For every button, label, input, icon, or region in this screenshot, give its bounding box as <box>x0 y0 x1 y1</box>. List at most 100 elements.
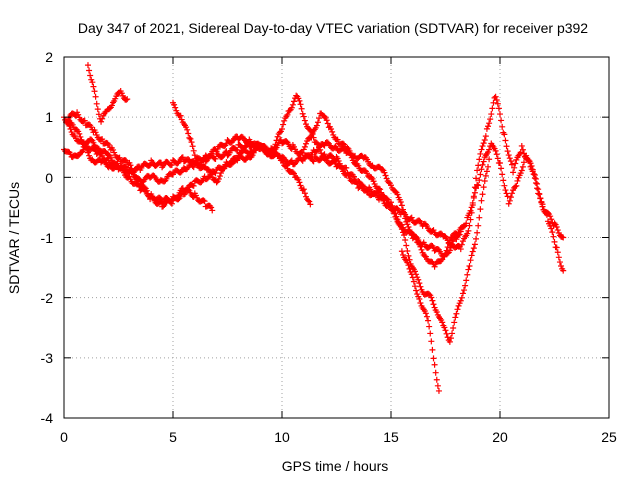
data-point <box>415 276 422 283</box>
data-point <box>534 185 541 192</box>
data-point <box>310 158 317 165</box>
data-point <box>488 111 495 118</box>
data-point <box>398 202 405 209</box>
data-point <box>215 175 222 182</box>
data-point <box>302 121 309 128</box>
data-point <box>519 163 526 170</box>
data-point <box>201 198 208 205</box>
data-point <box>475 162 482 169</box>
data-point <box>404 259 411 266</box>
data-point <box>504 148 511 155</box>
data-point <box>439 319 446 326</box>
x-tick-label: 0 <box>60 429 68 445</box>
data-point <box>482 172 489 179</box>
data-point <box>413 236 420 243</box>
data-point <box>307 201 314 208</box>
data-point <box>201 163 208 170</box>
data-point <box>331 158 338 165</box>
data-point <box>441 324 448 331</box>
data-point <box>473 175 480 182</box>
data-point <box>487 116 494 123</box>
data-point <box>379 166 386 173</box>
data-point <box>514 177 521 184</box>
data-point <box>280 121 287 128</box>
data-point <box>427 330 434 337</box>
data-point <box>177 112 184 119</box>
data-point <box>422 310 429 317</box>
data-point <box>500 177 507 184</box>
series-track-8 <box>300 110 464 270</box>
data-point <box>531 175 538 182</box>
data-point <box>480 140 487 147</box>
data-point <box>539 203 546 210</box>
data-point <box>389 202 396 209</box>
data-point <box>179 154 186 161</box>
data-point <box>465 227 472 234</box>
data-point <box>445 240 452 247</box>
data-point <box>463 277 470 284</box>
data-point <box>423 313 430 320</box>
data-point <box>279 126 285 133</box>
data-point <box>336 162 343 169</box>
data-point <box>455 302 462 309</box>
data-point <box>156 194 163 201</box>
data-point <box>272 141 279 148</box>
data-point <box>428 294 435 301</box>
data-point <box>466 222 473 229</box>
data-point <box>187 135 194 142</box>
data-point <box>289 169 296 176</box>
data-point <box>98 118 105 125</box>
data-point <box>297 182 304 189</box>
data-point <box>359 182 366 189</box>
data-point <box>503 143 510 150</box>
data-point <box>146 162 153 169</box>
data-point <box>501 131 508 138</box>
data-point <box>212 170 219 177</box>
series-track-4 <box>63 119 216 214</box>
data-point <box>452 314 459 321</box>
data-point <box>543 211 550 218</box>
x-tick-labels: 0 5 10 15 20 25 <box>60 429 617 445</box>
data-point <box>476 214 483 221</box>
data-point <box>459 290 466 297</box>
data-point <box>430 301 437 308</box>
data-point <box>406 265 413 272</box>
data-point <box>297 101 304 108</box>
data-point <box>481 136 488 143</box>
data-point <box>551 238 558 245</box>
data-point <box>479 143 486 150</box>
data-point <box>492 93 499 100</box>
data-point <box>86 152 93 159</box>
data-point <box>560 267 567 274</box>
data-point <box>502 137 509 144</box>
data-point <box>376 189 383 196</box>
data-point <box>190 164 197 171</box>
data-point <box>364 170 371 177</box>
data-point <box>547 213 554 220</box>
y-tick-label: 0 <box>45 170 53 186</box>
data-point <box>553 244 560 251</box>
data-point <box>399 206 406 213</box>
data-point <box>189 143 196 150</box>
data-point <box>354 180 361 187</box>
data-point <box>401 211 408 218</box>
data-point <box>316 115 323 122</box>
data-point <box>475 222 482 229</box>
data-point <box>329 128 336 135</box>
data-point <box>446 338 453 345</box>
data-point <box>493 151 500 158</box>
data-point <box>497 111 503 118</box>
data-point <box>81 117 88 124</box>
series-track-7 <box>398 248 442 394</box>
data-point <box>471 184 478 191</box>
data-point <box>555 254 562 261</box>
data-point <box>345 172 352 179</box>
data-point <box>195 159 202 166</box>
ticks <box>63 56 610 419</box>
data-point <box>239 134 246 141</box>
data-point <box>416 296 423 303</box>
data-point <box>168 161 175 168</box>
data-point <box>301 143 308 150</box>
data-point <box>478 197 485 204</box>
